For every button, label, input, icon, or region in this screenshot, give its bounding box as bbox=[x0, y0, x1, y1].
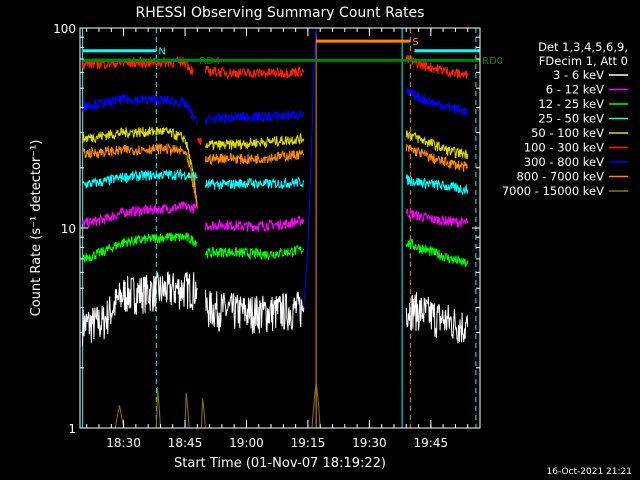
legend-label: 3 - 6 keV bbox=[553, 68, 604, 82]
series-800-7000keV-seg0 bbox=[82, 142, 198, 209]
chart-title: RHESSI Observing Summary Count Rates bbox=[136, 5, 425, 21]
series-100-300keV-seg2 bbox=[205, 65, 305, 80]
series-800-7000keV-seg2 bbox=[405, 143, 468, 172]
series-12-25keV-seg2 bbox=[405, 238, 469, 267]
legend-label: 100 - 300 keV bbox=[524, 141, 604, 155]
x-tick-label: 19:30 bbox=[352, 436, 387, 450]
x-tick-label: 18:30 bbox=[106, 436, 141, 450]
y-tick-label: 1 bbox=[68, 422, 76, 436]
legend-label: 7000 - 15000 keV bbox=[502, 184, 604, 198]
series-25-50keV-seg2 bbox=[405, 174, 469, 196]
series-6-12keV-seg0 bbox=[82, 201, 198, 230]
series-7000-15000keV-seg2 bbox=[184, 392, 190, 429]
flag-label-RD4: RD4 bbox=[199, 56, 220, 67]
flare-rise-line bbox=[303, 27, 317, 308]
y-tick-label: 10 bbox=[61, 222, 76, 236]
series-7000-15000keV-seg0 bbox=[114, 405, 125, 429]
flag-label-RD0: RD0 bbox=[482, 56, 503, 67]
series-3-6keV-seg1 bbox=[205, 290, 305, 335]
legend-label: 25 - 50 keV bbox=[538, 112, 604, 126]
x-tick-label: 19:15 bbox=[291, 436, 326, 450]
x-axis-label: Start Time (01-Nov-07 18:19:22) bbox=[174, 456, 386, 471]
y-tick-label: 100 bbox=[53, 22, 76, 36]
series-3-6keV-seg0 bbox=[82, 271, 198, 347]
series-50-100keV-seg1 bbox=[205, 132, 305, 151]
legend-label: 800 - 7000 keV bbox=[516, 170, 604, 184]
series-50-100keV-seg2 bbox=[405, 130, 469, 160]
x-tick-label: 18:45 bbox=[168, 436, 203, 450]
series-300-800keV-seg0 bbox=[82, 94, 198, 125]
series-50-100keV-seg0 bbox=[82, 126, 198, 207]
timestamp: 16-Oct-2021 21:21 bbox=[546, 467, 632, 477]
legend-label: 12 - 25 keV bbox=[538, 97, 604, 111]
axis-ticks: 1 10 100 18:30 18:45 19:00 19:15 19:30 19:45 bbox=[53, 22, 481, 450]
series-7000-15000keV-seg4 bbox=[311, 381, 321, 429]
legend-label: 300 - 800 keV bbox=[524, 155, 604, 169]
flag-label-N: N bbox=[158, 47, 165, 58]
flag-label-S: S bbox=[412, 37, 418, 48]
plot-frame bbox=[79, 27, 481, 429]
y-axis-label: Count Rate (s⁻¹ detector⁻¹) bbox=[29, 140, 44, 317]
series-6-12keV-seg2 bbox=[405, 208, 469, 228]
series-300-800keV-seg2 bbox=[405, 86, 469, 116]
x-tick-label: 19:45 bbox=[414, 436, 449, 450]
legend: Det 1,3,4,5,6,9,FDecim 1, Att 03 - 6 keV… bbox=[502, 40, 628, 198]
legend-label: 6 - 12 keV bbox=[546, 83, 604, 97]
series-100-300keV-seg1 bbox=[196, 137, 202, 146]
series-7000-15000keV-seg3 bbox=[200, 398, 206, 429]
legend-label: 50 - 100 keV bbox=[531, 126, 604, 140]
series-12-25keV-seg1 bbox=[205, 245, 304, 261]
series-800-7000keV-seg1 bbox=[205, 149, 305, 166]
plot-area: N RD0 RD4 S bbox=[82, 27, 503, 429]
series-6-12keV-seg1 bbox=[205, 215, 305, 233]
series-300-800keV-seg1 bbox=[205, 110, 305, 125]
series-12-25keV-seg0 bbox=[82, 232, 198, 263]
legend-header-line: Det 1,3,4,5,6,9, bbox=[538, 40, 628, 54]
series-25-50keV-seg1 bbox=[205, 176, 305, 190]
x-tick-label: 19:00 bbox=[229, 436, 264, 450]
series-7000-15000keV-seg1 bbox=[155, 387, 161, 429]
series-3-6keV-seg2 bbox=[405, 291, 469, 344]
series-25-50keV-seg0 bbox=[82, 168, 198, 190]
series-100-300keV-seg3 bbox=[405, 55, 469, 79]
legend-header-line: FDecim 1, Att 0 bbox=[539, 54, 628, 68]
